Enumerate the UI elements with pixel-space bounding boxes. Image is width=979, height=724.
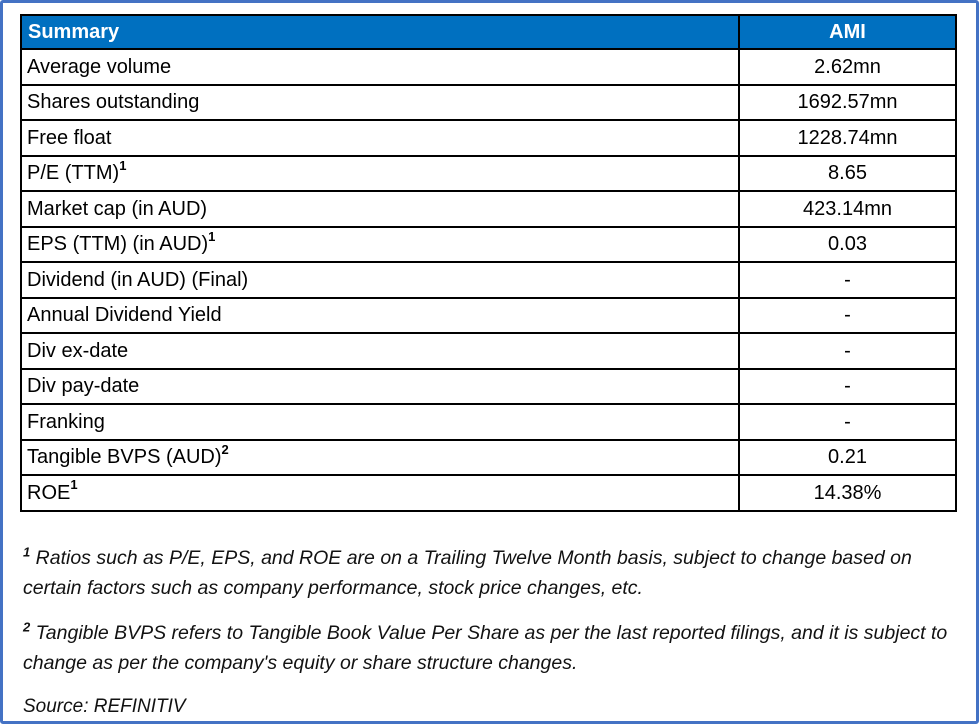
row-value: 14.38% — [738, 474, 957, 512]
row-value: 1692.57mn — [738, 83, 957, 121]
row-value: - — [738, 296, 957, 334]
row-label-text: Free float — [27, 126, 112, 149]
table-row: P/E (TTM)1 8.65 — [20, 154, 957, 192]
footnote-ref: 1 — [208, 228, 216, 244]
row-value: - — [738, 332, 957, 370]
row-label-text: Annual Dividend Yield — [27, 304, 222, 327]
row-value: 1228.74mn — [738, 119, 957, 157]
table-row: Shares outstanding 1692.57mn — [20, 83, 957, 121]
row-label-text: Shares outstanding — [27, 91, 200, 114]
row-value: - — [738, 403, 957, 441]
table-row: Div ex-date - — [20, 332, 957, 370]
row-label: P/E (TTM)1 — [20, 154, 740, 192]
footnote-1: 1 Ratios such as P/E, EPS, and ROE are o… — [23, 543, 957, 603]
row-label-text: Market cap (in AUD) — [27, 197, 208, 220]
row-label: Market cap (in AUD) — [20, 190, 740, 228]
footnote-1-text: Ratios such as P/E, EPS, and ROE are on … — [23, 547, 912, 599]
row-label-text: Div pay-date — [27, 375, 140, 398]
row-value: 2.62mn — [738, 48, 957, 86]
table-row: ROE1 14.38% — [20, 474, 957, 512]
table-row: Free float 1228.74mn — [20, 119, 957, 157]
row-label-text: Average volume — [27, 55, 172, 78]
row-label: Div ex-date — [20, 332, 740, 370]
row-label: Free float — [20, 119, 740, 157]
table-row: Dividend (in AUD) (Final) - — [20, 261, 957, 299]
table-header-row: Summary AMI — [20, 14, 957, 50]
row-value: 423.14mn — [738, 190, 957, 228]
row-label-text: Franking — [27, 410, 105, 433]
footnote-2: 2 Tangible BVPS refers to Tangible Book … — [23, 618, 957, 678]
row-value: - — [738, 261, 957, 299]
row-label: Div pay-date — [20, 367, 740, 405]
row-value: 8.65 — [738, 154, 957, 192]
footnote-2-marker: 2 — [23, 619, 31, 635]
row-label: Annual Dividend Yield — [20, 296, 740, 334]
table-row: Average volume 2.62mn — [20, 48, 957, 86]
row-label-text: Div ex-date — [27, 339, 129, 362]
row-label: Franking — [20, 403, 740, 441]
row-label: EPS (TTM) (in AUD)1 — [20, 225, 740, 263]
footnote-ref: 1 — [119, 157, 127, 173]
header-summary: Summary — [20, 14, 740, 50]
table-row: Tangible BVPS (AUD)2 0.21 — [20, 438, 957, 476]
summary-table: Summary AMI Average volume 2.62mn Shares… — [20, 14, 957, 512]
row-label-text: ROE — [27, 481, 71, 504]
footnote-ref: 2 — [221, 441, 229, 457]
row-label: Tangible BVPS (AUD)2 — [20, 438, 740, 476]
row-label-text: P/E (TTM) — [27, 162, 120, 185]
row-label-text: EPS (TTM) (in AUD) — [27, 233, 209, 256]
table-row: Market cap (in AUD) 423.14mn — [20, 190, 957, 228]
row-label: Shares outstanding — [20, 83, 740, 121]
source-line: Source: REFINITIV — [23, 696, 186, 717]
row-value: 0.21 — [738, 438, 957, 476]
footnotes-section: 1 Ratios such as P/E, EPS, and ROE are o… — [23, 543, 957, 718]
footnote-1-marker: 1 — [23, 544, 31, 560]
row-label: Average volume — [20, 48, 740, 86]
row-value: - — [738, 367, 957, 405]
table-row: Annual Dividend Yield - — [20, 296, 957, 334]
table-row: Franking - — [20, 403, 957, 441]
footnote-2-text: Tangible BVPS refers to Tangible Book Va… — [23, 622, 948, 674]
footnote-ref: 1 — [70, 477, 78, 493]
row-value: 0.03 — [738, 225, 957, 263]
row-label-text: Tangible BVPS (AUD) — [27, 446, 222, 469]
table-row: EPS (TTM) (in AUD)1 0.03 — [20, 225, 957, 263]
row-label-text: Dividend (in AUD) (Final) — [27, 268, 249, 291]
header-ami: AMI — [738, 14, 957, 50]
table-row: Div pay-date - — [20, 367, 957, 405]
row-label: ROE1 — [20, 474, 740, 512]
row-label: Dividend (in AUD) (Final) — [20, 261, 740, 299]
